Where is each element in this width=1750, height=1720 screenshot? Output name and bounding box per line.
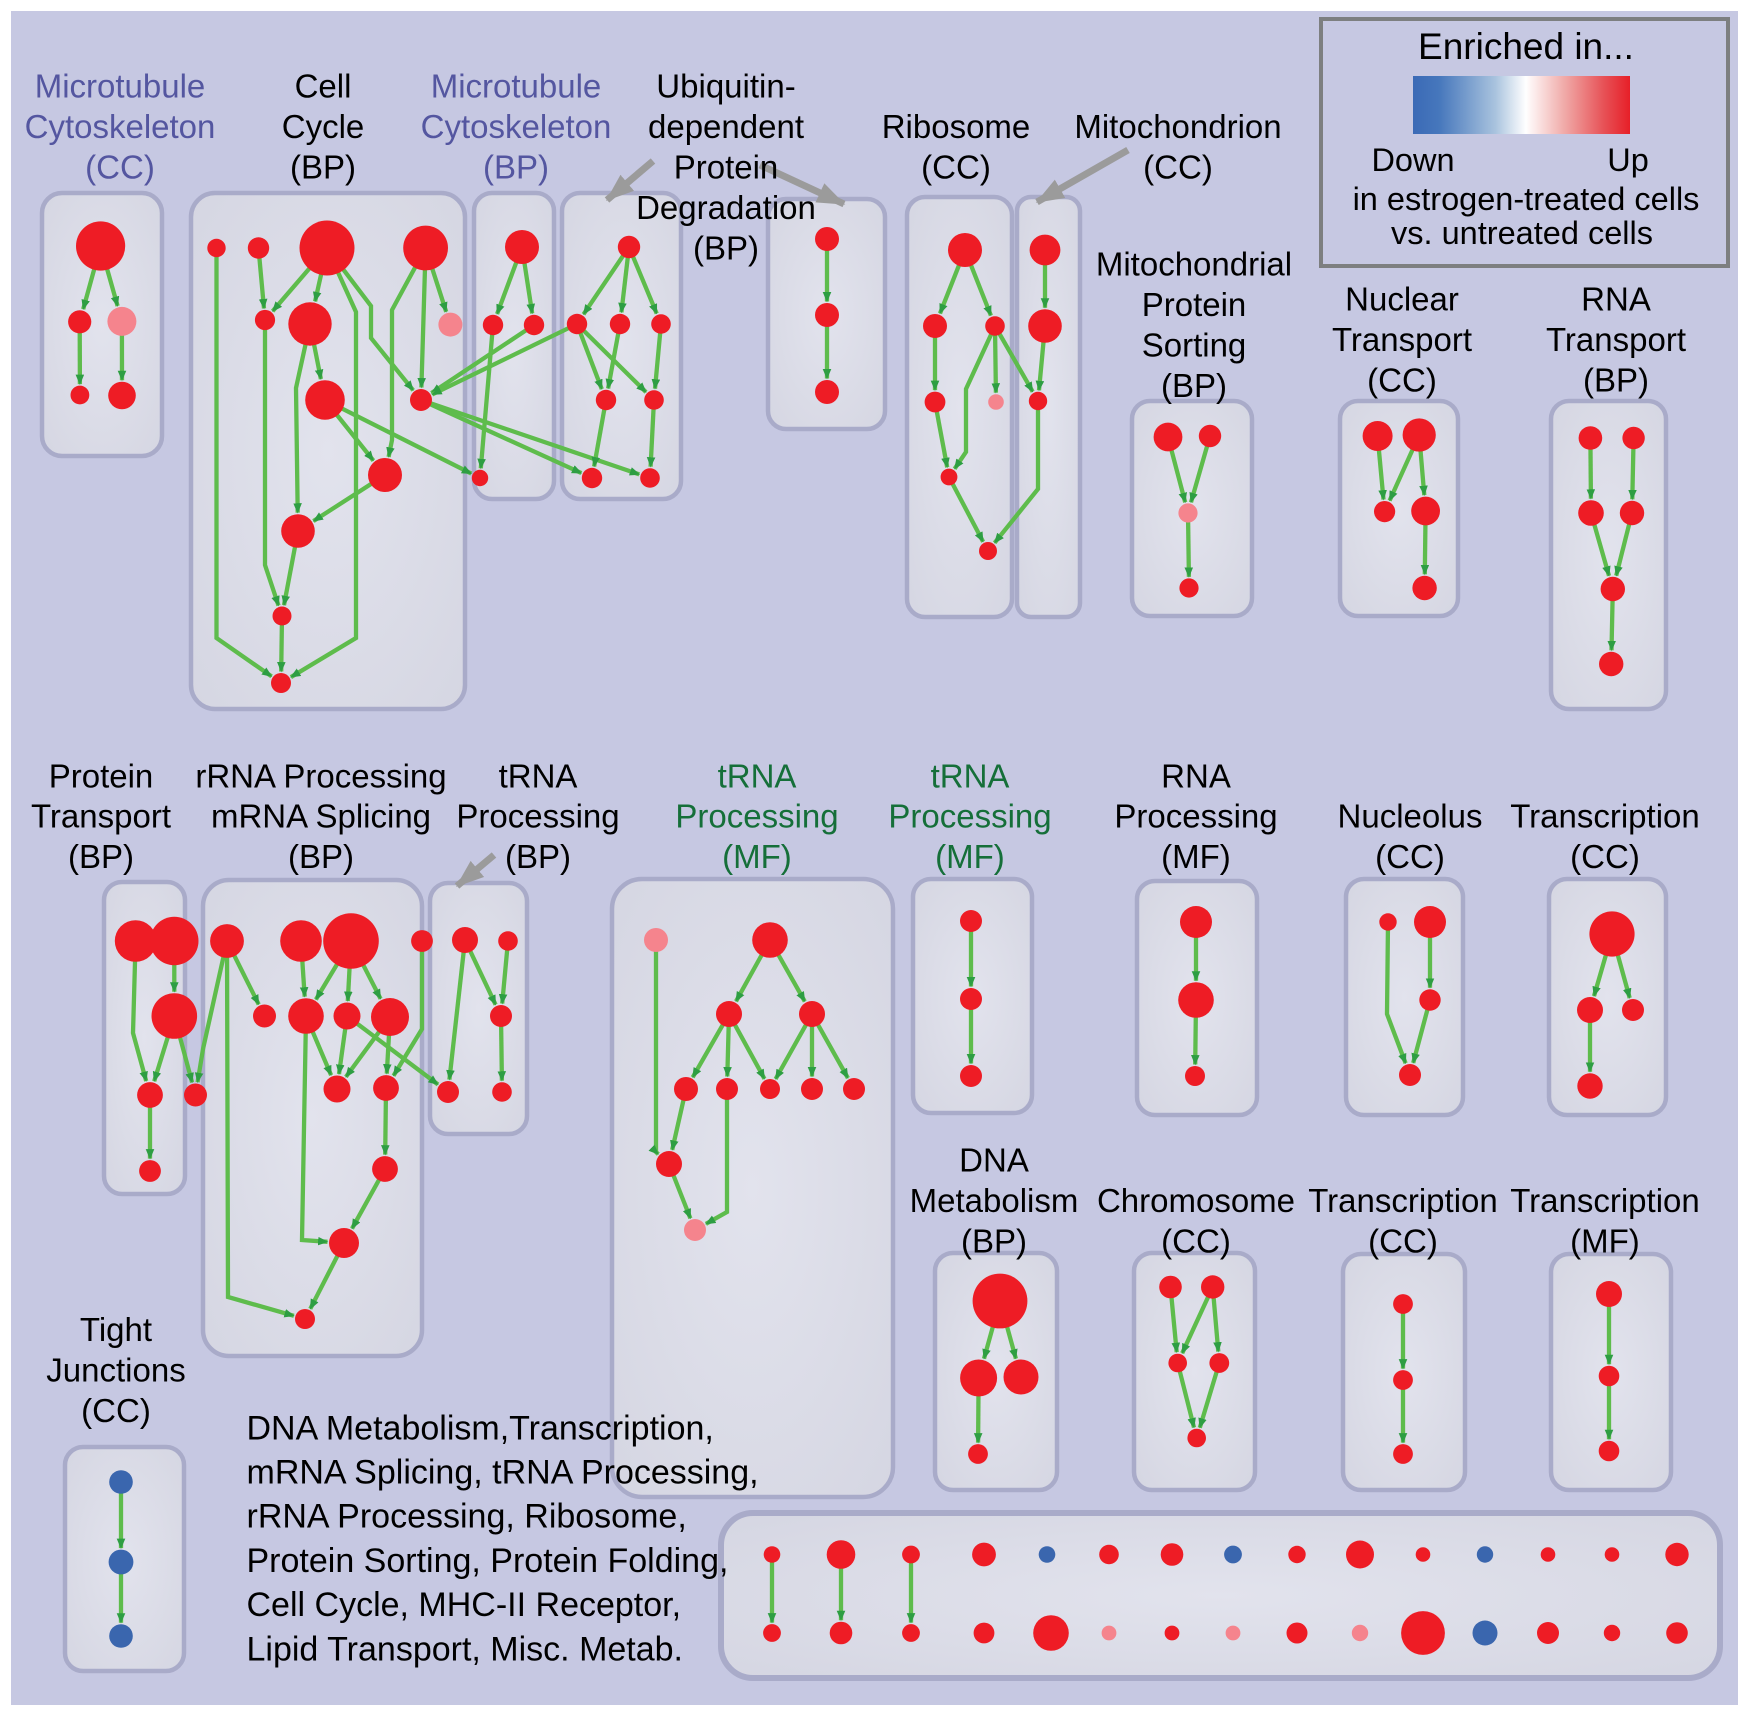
svg-text:(CC): (CC) xyxy=(1143,149,1213,186)
svg-text:DNA: DNA xyxy=(959,1142,1029,1179)
svg-text:Cytoskeleton: Cytoskeleton xyxy=(421,108,612,145)
svg-text:rRNA Processing, Ribosome,: rRNA Processing, Ribosome, xyxy=(247,1498,687,1536)
svg-text:Lipid Transport, Misc. Metab.: Lipid Transport, Misc. Metab. xyxy=(247,1630,684,1668)
svg-text:(CC): (CC) xyxy=(1368,1222,1438,1259)
svg-text:(MF): (MF) xyxy=(935,838,1005,875)
svg-text:vs. untreated cells: vs. untreated cells xyxy=(1391,215,1653,251)
svg-text:Cycle: Cycle xyxy=(282,108,365,145)
svg-text:Degradation: Degradation xyxy=(636,189,816,226)
svg-text:Transcription: Transcription xyxy=(1510,798,1700,835)
svg-text:(MF): (MF) xyxy=(1570,1222,1640,1259)
svg-text:Transport: Transport xyxy=(1332,321,1472,358)
svg-text:(BP): (BP) xyxy=(290,149,356,186)
svg-text:Processing: Processing xyxy=(1114,798,1277,835)
svg-text:Junctions: Junctions xyxy=(46,1351,185,1388)
svg-text:(MF): (MF) xyxy=(1161,838,1231,875)
svg-text:Mitochondrion: Mitochondrion xyxy=(1074,108,1281,145)
svg-text:DNA Metabolism,Transcription,: DNA Metabolism,Transcription, xyxy=(247,1409,714,1447)
svg-text:(BP): (BP) xyxy=(1583,362,1649,399)
svg-text:Transport: Transport xyxy=(31,798,171,835)
svg-text:Cell: Cell xyxy=(295,68,352,105)
svg-text:(BP): (BP) xyxy=(1161,367,1227,404)
svg-text:Protein Sorting, Protein Foldi: Protein Sorting, Protein Folding, xyxy=(247,1542,729,1580)
svg-text:Sorting: Sorting xyxy=(1142,327,1247,364)
svg-text:Transcription: Transcription xyxy=(1308,1182,1498,1219)
svg-text:Tight: Tight xyxy=(80,1311,152,1348)
svg-text:Ribosome: Ribosome xyxy=(882,108,1031,145)
svg-text:Processing: Processing xyxy=(888,798,1051,835)
svg-text:(CC): (CC) xyxy=(1367,362,1437,399)
svg-text:Metabolism: Metabolism xyxy=(910,1182,1079,1219)
svg-text:tRNA: tRNA xyxy=(931,757,1010,794)
svg-text:(BP): (BP) xyxy=(483,149,549,186)
svg-text:mRNA Splicing: mRNA Splicing xyxy=(211,798,431,835)
svg-text:Down: Down xyxy=(1371,142,1454,178)
svg-text:Processing: Processing xyxy=(456,798,619,835)
svg-text:Protein: Protein xyxy=(49,757,154,794)
svg-text:Nucleolus: Nucleolus xyxy=(1338,798,1483,835)
svg-text:Mitochondrial: Mitochondrial xyxy=(1096,246,1292,283)
svg-text:rRNA Processing: rRNA Processing xyxy=(195,757,446,794)
svg-text:Transcription: Transcription xyxy=(1510,1182,1700,1219)
svg-text:Chromosome: Chromosome xyxy=(1097,1182,1295,1219)
svg-text:tRNA: tRNA xyxy=(718,757,797,794)
svg-text:(CC): (CC) xyxy=(1570,838,1640,875)
svg-text:Cell Cycle, MHC-II Receptor,: Cell Cycle, MHC-II Receptor, xyxy=(247,1586,682,1624)
svg-text:(CC): (CC) xyxy=(1375,838,1445,875)
svg-text:Nuclear: Nuclear xyxy=(1345,281,1459,318)
svg-text:Microtubule: Microtubule xyxy=(35,68,206,105)
svg-text:(CC): (CC) xyxy=(81,1392,151,1429)
svg-text:(BP): (BP) xyxy=(693,229,759,266)
svg-text:Processing: Processing xyxy=(675,798,838,835)
svg-text:Ubiquitin-: Ubiquitin- xyxy=(656,68,795,105)
svg-text:Up: Up xyxy=(1607,142,1649,178)
svg-text:Cytoskeleton: Cytoskeleton xyxy=(25,108,216,145)
svg-text:(BP): (BP) xyxy=(288,838,354,875)
svg-text:in estrogen-treated cells: in estrogen-treated cells xyxy=(1353,181,1700,217)
svg-text:(CC): (CC) xyxy=(921,149,991,186)
svg-text:Microtubule: Microtubule xyxy=(431,68,602,105)
svg-text:Enriched in...: Enriched in... xyxy=(1418,26,1634,67)
svg-text:tRNA: tRNA xyxy=(499,757,578,794)
svg-text:(CC): (CC) xyxy=(85,149,155,186)
svg-text:(BP): (BP) xyxy=(68,838,134,875)
svg-text:dependent: dependent xyxy=(648,108,804,145)
svg-text:(BP): (BP) xyxy=(961,1222,1027,1259)
svg-text:Protein: Protein xyxy=(1142,286,1247,323)
svg-text:(MF): (MF) xyxy=(722,838,792,875)
svg-text:(CC): (CC) xyxy=(1161,1222,1231,1259)
svg-text:mRNA Splicing, tRNA Processing: mRNA Splicing, tRNA Processing, xyxy=(247,1454,759,1492)
svg-text:RNA: RNA xyxy=(1161,757,1231,794)
svg-text:RNA: RNA xyxy=(1581,281,1651,318)
svg-text:Transport: Transport xyxy=(1546,321,1686,358)
svg-text:(BP): (BP) xyxy=(505,838,571,875)
svg-text:Protein: Protein xyxy=(674,149,779,186)
